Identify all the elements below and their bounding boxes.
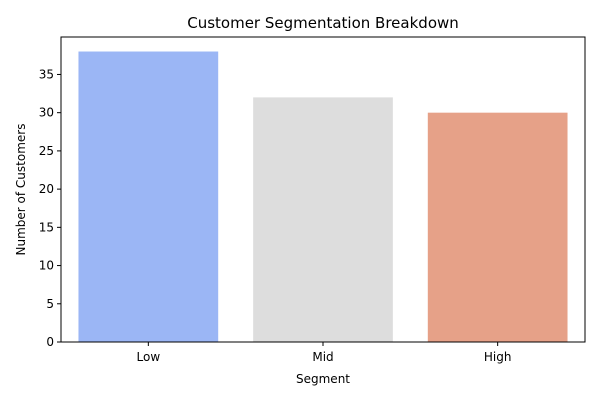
x-tick-label: Low xyxy=(137,350,161,364)
y-axis-label: Number of Customers xyxy=(14,124,28,256)
bars-layer xyxy=(78,51,568,343)
bar-mid xyxy=(253,97,393,342)
y-tick-label: 30 xyxy=(39,106,54,120)
y-tick-label: 20 xyxy=(39,182,54,196)
y-tick-label: 10 xyxy=(39,259,54,273)
x-tick-label: High xyxy=(484,350,512,364)
x-axis-label: Segment xyxy=(296,372,350,386)
x-axis: Low Mid High xyxy=(137,342,512,364)
bar-low xyxy=(78,51,219,343)
x-tick-label: Mid xyxy=(312,350,333,364)
y-tick-label: 0 xyxy=(46,335,54,349)
y-tick-label: 35 xyxy=(39,67,54,81)
y-tick-label: 5 xyxy=(46,297,54,311)
y-tick-label: 15 xyxy=(39,220,54,234)
plot-frame xyxy=(60,36,586,343)
y-tick-label: 25 xyxy=(39,144,54,158)
chart-title: Customer Segmentation Breakdown xyxy=(187,14,459,32)
bar-high xyxy=(427,112,568,343)
y-axis: 0 5 10 15 20 25 30 35 xyxy=(39,67,61,349)
